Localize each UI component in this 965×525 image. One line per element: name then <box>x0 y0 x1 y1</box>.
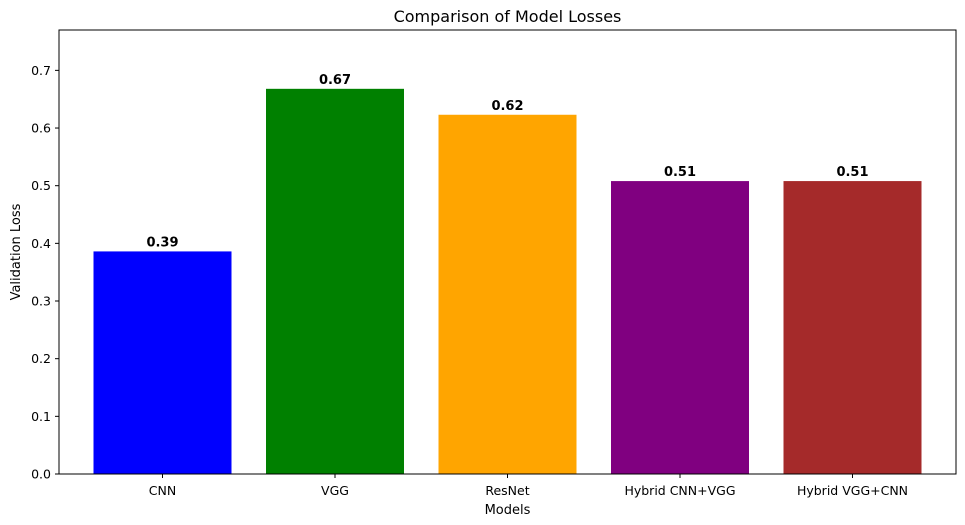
y-tick-label: 0.3 <box>31 294 51 309</box>
y-tick-label: 0.5 <box>31 178 51 193</box>
y-tick-label: 0.0 <box>31 467 51 482</box>
y-tick-label: 0.7 <box>31 63 51 78</box>
plot-frame <box>58 29 957 475</box>
x-tick-label: VGG <box>321 483 349 498</box>
y-tick-label: 0.2 <box>31 351 51 366</box>
bar-resnet <box>438 114 577 474</box>
data-label: 0.39 <box>146 235 178 250</box>
y-tick-label: 0.1 <box>31 409 51 424</box>
data-label: 0.67 <box>319 73 351 88</box>
x-tick-label: CNN <box>149 483 176 498</box>
y-tick-label: 0.4 <box>31 236 51 251</box>
chart-title: Comparison of Model Losses <box>394 7 622 26</box>
y-tick-label: 0.6 <box>31 121 51 136</box>
x-axis: CNN VGG ResNet Hybrid CNN+VGG Hybrid VGG+CNN <box>149 474 908 498</box>
y-axis-label: Validation Loss <box>9 203 24 300</box>
x-axis-label: Models <box>485 503 531 518</box>
x-tick-label: Hybrid VGG+CNN <box>797 483 908 498</box>
x-tick-label: Hybrid CNN+VGG <box>624 483 735 498</box>
bars-layer <box>93 88 922 474</box>
bar-cnn <box>93 251 232 474</box>
bar-vgg <box>266 88 404 474</box>
data-label: 0.51 <box>664 165 696 180</box>
data-label: 0.62 <box>491 99 523 114</box>
data-labels-layer: 0.39 0.67 0.62 0.51 0.51 <box>146 73 868 251</box>
bar-hybrid-cnn-vgg <box>611 181 749 474</box>
y-axis: 0.0 0.1 0.2 0.3 0.4 0.5 0.6 0.7 <box>31 63 59 482</box>
data-label: 0.51 <box>836 165 868 180</box>
x-tick-label: ResNet <box>485 483 529 498</box>
bar-hybrid-vgg-cnn <box>783 181 922 474</box>
